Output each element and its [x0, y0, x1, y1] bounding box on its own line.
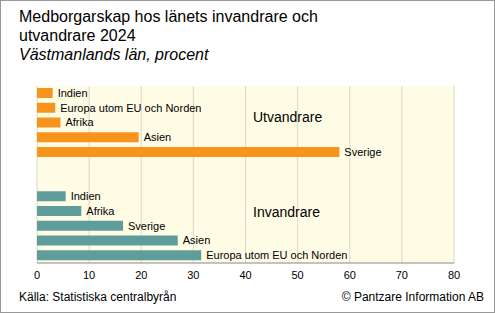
svg-text:70: 70 — [396, 269, 408, 281]
svg-text:Sverige: Sverige — [344, 146, 381, 158]
svg-text:20: 20 — [135, 269, 147, 281]
svg-text:0: 0 — [34, 269, 40, 281]
svg-text:Europa utom EU och Norden: Europa utom EU och Norden — [60, 102, 201, 114]
svg-text:Asien: Asien — [144, 131, 172, 143]
html-text:Västmanlands län, procent: Västmanlands län, procent — [19, 46, 209, 63]
svg-text:Indien: Indien — [71, 190, 101, 202]
svg-text:Afrika: Afrika — [86, 205, 115, 217]
svg-text:60: 60 — [344, 269, 356, 281]
html-text:© Pantzare Information AB: © Pantzare Information AB — [341, 290, 484, 304]
svg-text:Asien: Asien — [183, 234, 211, 246]
html-text:Källa: Statistiska centralbyrå: Källa: Statistiska centralbyrån — [19, 290, 177, 304]
svg-text:Sverige: Sverige — [128, 220, 165, 232]
html-text:Utvandrare: Utvandrare — [253, 109, 323, 125]
svg-text:Europa utom EU och Norden: Europa utom EU och Norden — [206, 249, 347, 261]
html-text:Medborgarskap hos länets invan: Medborgarskap hos länets invandrare och — [19, 8, 318, 25]
html-text:utvandrare 2024: utvandrare 2024 — [19, 27, 136, 44]
svg-text:Afrika: Afrika — [65, 116, 94, 128]
svg-text:10: 10 — [83, 269, 95, 281]
svg-text:30: 30 — [187, 269, 199, 281]
html-text:Invandrare: Invandrare — [253, 204, 320, 220]
svg-text:50: 50 — [292, 269, 304, 281]
svg-text:80: 80 — [448, 269, 460, 281]
svg-text:Indien: Indien — [58, 87, 88, 99]
svg-text:40: 40 — [239, 269, 251, 281]
